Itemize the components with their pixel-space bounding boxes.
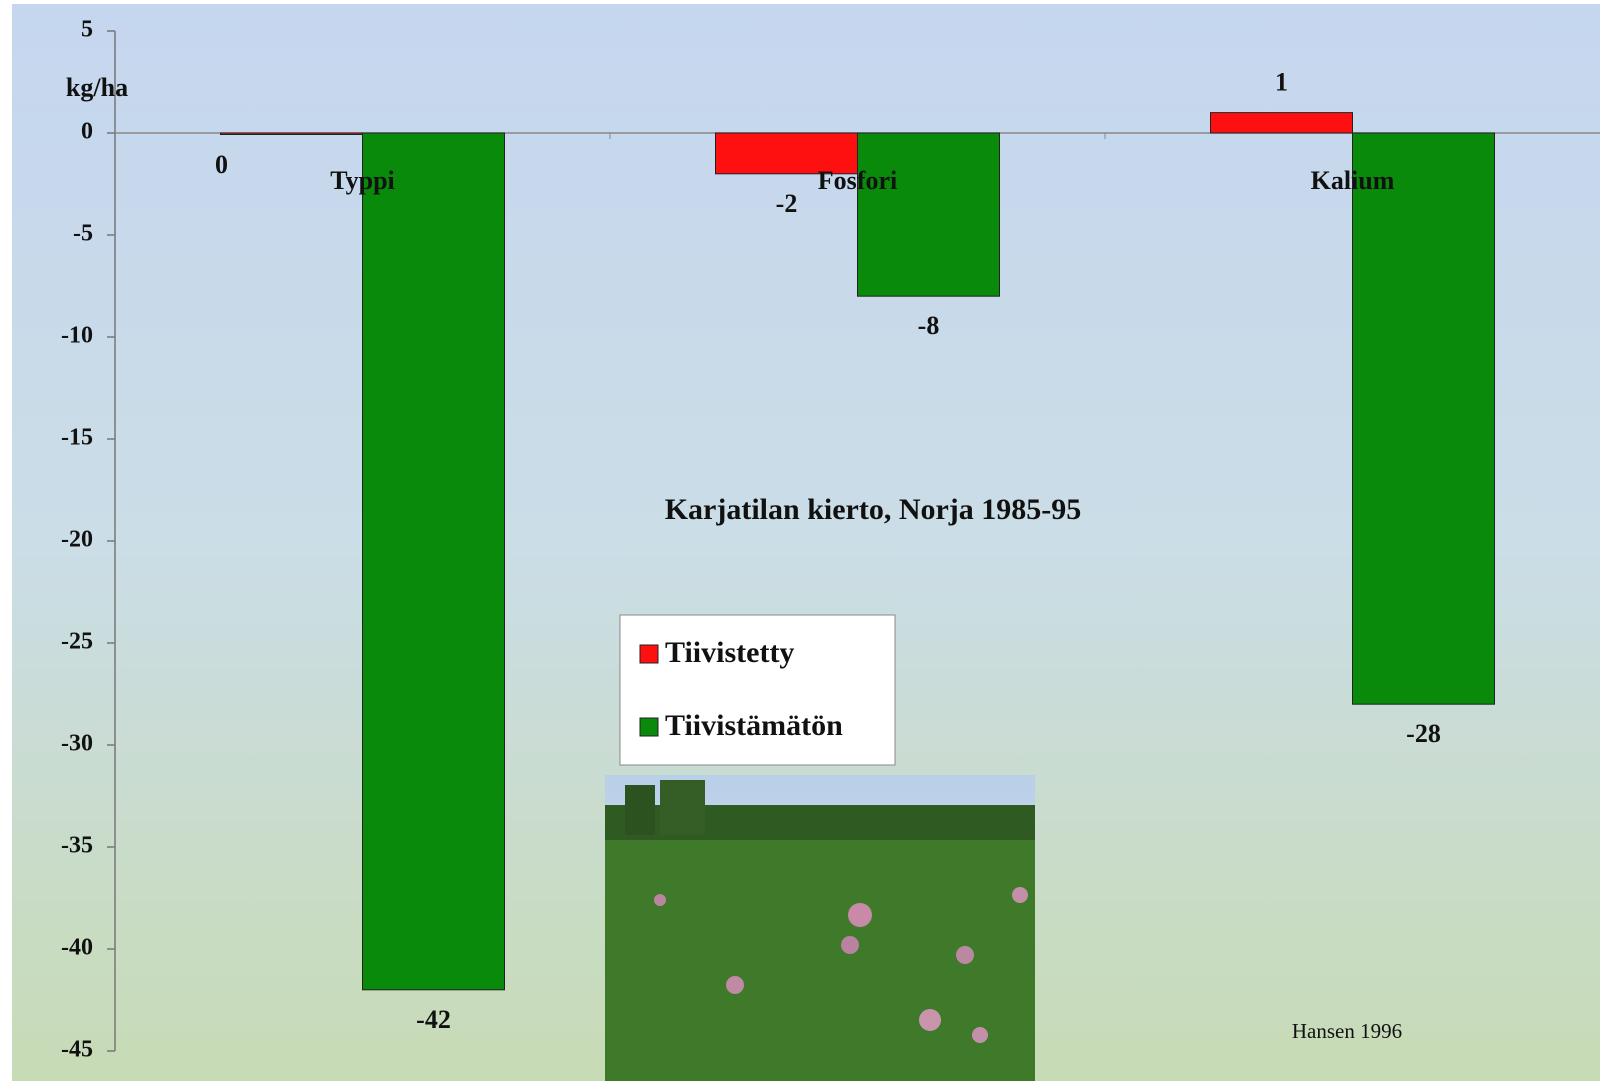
value-label: 1 (1275, 68, 1288, 97)
y-tick-label: -15 (61, 425, 93, 451)
bar (362, 132, 505, 991)
value-label: -2 (776, 189, 798, 218)
value-label: 0 (215, 150, 228, 179)
y-tick-label: 5 (81, 17, 93, 43)
legend-box (619, 614, 896, 766)
bar (220, 132, 363, 135)
y-tick-label: -35 (61, 833, 93, 859)
legend-label: Tiivistämätön (665, 709, 843, 742)
y-tick-label: -20 (61, 527, 93, 553)
bar (1210, 112, 1353, 134)
y-tick-label: 0 (81, 119, 93, 145)
value-label: -42 (416, 1005, 451, 1034)
bar (1352, 132, 1495, 705)
y-tick-label: -10 (61, 323, 93, 349)
x-tick-label: Kalium (1311, 166, 1395, 195)
x-tick-label: Fosfori (818, 166, 897, 195)
value-label: -28 (1406, 719, 1441, 748)
y-tick-label: -30 (61, 731, 93, 757)
y-tick-label: -5 (73, 221, 93, 247)
chart-title: Karjatilan kierto, Norja 1985-95 (665, 493, 1082, 526)
bar (715, 132, 858, 175)
y-tick-label: -45 (61, 1037, 93, 1063)
legend-label: Tiivistetty (665, 636, 794, 669)
y-tick-label: -25 (61, 629, 93, 655)
legend-swatch (639, 717, 659, 737)
value-label: -8 (918, 311, 940, 340)
y-axis-label: kg/ha (66, 73, 128, 102)
y-tick-label: -40 (61, 935, 93, 961)
legend-swatch (639, 644, 659, 664)
x-tick-label: Typpi (330, 166, 395, 195)
photo (605, 775, 1035, 1081)
annotation: Hansen 1996 (1292, 1019, 1402, 1043)
bar (857, 132, 1000, 297)
